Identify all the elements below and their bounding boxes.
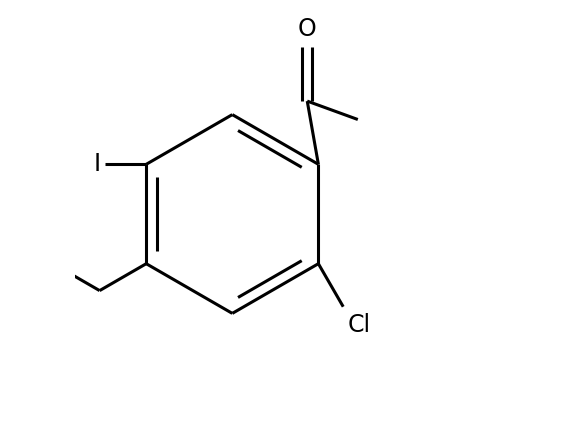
Text: Cl: Cl: [347, 313, 371, 337]
Text: O: O: [298, 18, 316, 42]
Text: I: I: [94, 152, 101, 176]
